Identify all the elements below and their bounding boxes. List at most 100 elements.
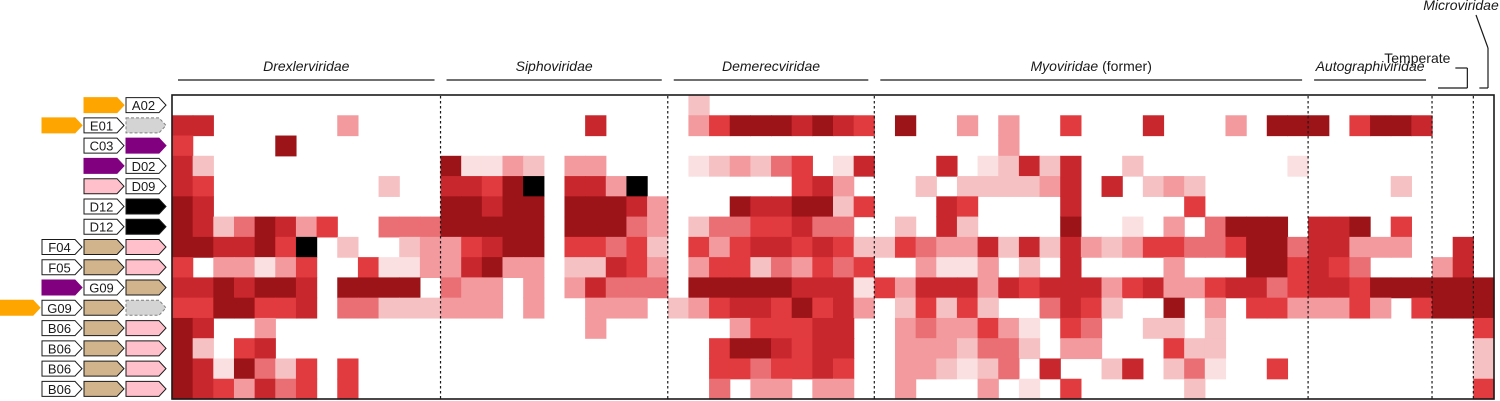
heatmap-cell	[585, 115, 607, 137]
heatmap-cell	[461, 257, 483, 278]
heatmap-cell	[833, 176, 855, 197]
heatmap-cell	[1101, 176, 1123, 197]
heatmap-cell	[647, 196, 669, 218]
heatmap-cell	[1184, 378, 1206, 400]
gene-arrow-shape	[125, 299, 167, 316]
heatmap-cell	[1184, 277, 1206, 299]
heatmap-cell	[275, 257, 297, 278]
heatmap-cell	[688, 216, 710, 238]
gene-arrow	[83, 157, 125, 174]
heatmap-cell	[502, 155, 524, 177]
heatmap-cell	[729, 338, 751, 360]
heatmap-cell	[172, 317, 194, 339]
row-label: G09	[89, 281, 114, 296]
heatmap-cell	[1060, 196, 1082, 218]
heatmap-cell	[812, 176, 834, 197]
gene-arrow	[125, 279, 167, 296]
heatmap-cell	[440, 257, 462, 278]
heatmap-cell	[1163, 277, 1185, 299]
heatmap-cell	[998, 115, 1020, 137]
heatmap-cell	[647, 277, 669, 299]
heatmap-cell	[337, 236, 359, 258]
heatmap-cell	[605, 297, 628, 319]
heatmap-cell	[213, 277, 235, 299]
row-gene-map: E01	[41, 117, 167, 134]
row-gene-map: G09	[0, 299, 167, 316]
heatmap-cell	[233, 257, 256, 278]
heatmap-cell	[337, 115, 359, 137]
heatmap-cell	[1163, 317, 1185, 339]
gene-arrow-shape	[125, 218, 167, 235]
gene-arrow-shape	[83, 178, 125, 195]
gene-arrow	[83, 340, 125, 357]
heatmap-cell	[998, 236, 1020, 258]
heatmap-cell	[894, 236, 917, 258]
heatmap-cell	[771, 257, 793, 278]
heatmap-cell	[378, 257, 400, 278]
heatmap-cell	[812, 317, 834, 339]
heatmap-cell	[1411, 277, 1433, 299]
heatmap-cell	[1142, 115, 1165, 137]
heatmap-cell	[564, 196, 586, 218]
heatmap-cell	[771, 317, 793, 339]
heatmap-cell	[1246, 297, 1268, 319]
heatmap-cell	[399, 297, 421, 319]
heatmap-cell	[833, 378, 855, 400]
heatmap-cell	[750, 236, 772, 258]
heatmap-cell	[956, 257, 979, 278]
row-label: A02	[132, 98, 155, 113]
gene-arrow: F05	[41, 259, 83, 276]
heatmap-cell	[977, 236, 999, 258]
heatmap-cell	[915, 297, 937, 319]
row-gene-map: F05	[41, 259, 167, 276]
heatmap-cell	[564, 257, 586, 278]
heatmap-cell	[626, 277, 648, 299]
heatmap-cell	[585, 176, 607, 197]
heatmap-cell	[1039, 358, 1061, 380]
heatmap-cell	[936, 155, 958, 177]
gene-arrow-shape	[41, 117, 83, 134]
heatmap-cell	[1060, 378, 1082, 400]
row-gene-map: B06	[41, 360, 167, 377]
heatmap-cell	[1018, 176, 1041, 197]
heatmap-cell	[853, 257, 875, 278]
heatmap-cell	[709, 115, 731, 137]
heatmap-cell	[833, 115, 855, 137]
heatmap-cell	[750, 155, 772, 177]
heatmap-cell	[295, 297, 318, 319]
gene-arrow: B06	[41, 320, 83, 337]
heatmap-cell	[564, 155, 586, 177]
row-labels: A02 E01 C03 D02 D09 D12 D12 F04 F05 G09 G09 B06 B06 B…	[0, 97, 167, 397]
gene-arrow-shape	[83, 340, 125, 357]
heatmap-cell	[688, 257, 710, 278]
heatmap-cell	[729, 216, 751, 238]
gene-arrow	[41, 117, 83, 134]
heatmap-cell	[461, 297, 483, 319]
gene-arrow-shape	[41, 380, 83, 397]
heatmap-cell	[626, 236, 648, 258]
heatmap-cell	[998, 338, 1020, 360]
heatmap-cell	[1080, 277, 1103, 299]
gene-arrow	[83, 360, 125, 377]
row-gene-map: D12	[83, 218, 167, 235]
gene-arrow	[125, 299, 167, 316]
heatmap-cell	[791, 155, 813, 177]
heatmap-cell	[275, 297, 297, 319]
gene-arrow	[125, 198, 167, 215]
gene-arrow-shape	[0, 299, 41, 316]
gene-arrow: B06	[41, 340, 83, 356]
heatmap-cell	[192, 196, 214, 218]
heatmap-cell	[585, 317, 607, 339]
heatmap-cell	[233, 216, 256, 238]
heatmap-cell	[688, 115, 710, 137]
group-bracket-leader	[1475, 14, 1489, 49]
group-label-name: Microviridae	[1423, 0, 1499, 13]
heatmap-cell	[894, 317, 917, 339]
heatmap-cell	[791, 277, 813, 299]
heatmap-frame	[171, 94, 1495, 400]
heatmap-cell	[1163, 338, 1185, 360]
heatmap-cell	[378, 277, 400, 299]
gene-arrow-shape	[125, 380, 167, 397]
heatmap-cell	[1287, 257, 1309, 278]
heatmap-cell	[1018, 257, 1041, 278]
